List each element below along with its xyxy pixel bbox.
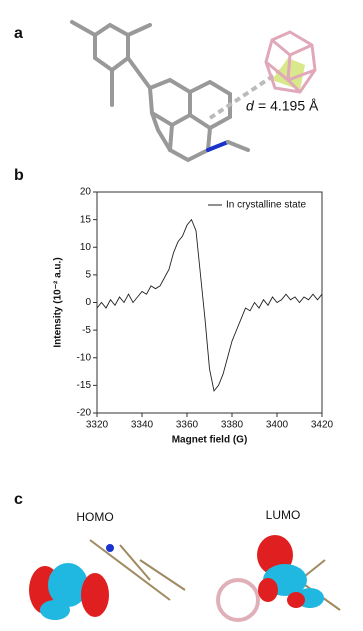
y-tick-label: 20 <box>80 187 92 198</box>
cage <box>266 32 315 92</box>
y-tick-label: -20 <box>77 408 92 419</box>
lumo-orbital <box>218 535 340 620</box>
y-axis-label: Intensity (10⁻² a.u.) <box>53 257 64 347</box>
legend-label: In crystalline state <box>226 200 306 211</box>
x-tick-label: 3360 <box>176 420 199 431</box>
figure: a d = 4.195 Å b -20 -15 -10 -5 0 5 10 15 20 3320 3… <box>0 0 363 631</box>
panel-label: a <box>14 25 23 42</box>
y-tick-label: 0 <box>85 297 91 308</box>
x-tick-label: 3380 <box>221 420 244 431</box>
spectrum-line <box>97 220 322 391</box>
x-axis-label: Magnet field (G) <box>172 435 248 446</box>
homo-label: HOMO <box>76 510 113 524</box>
panel-label: b <box>14 167 24 184</box>
y-tick-label: 5 <box>85 270 91 281</box>
x-tick-label: 3320 <box>86 420 109 431</box>
x-tick-label: 3400 <box>266 420 289 431</box>
y-tick-label: 10 <box>80 242 92 253</box>
distance-value: = 4.195 Å <box>258 98 319 114</box>
plot-frame <box>97 192 322 413</box>
y-tick-label: 15 <box>80 214 92 225</box>
y-tick-label: -10 <box>77 352 92 363</box>
y-tick-label: -15 <box>77 380 92 391</box>
distance-symbol: d <box>246 98 255 114</box>
chart: -20 -15 -10 -5 0 5 10 15 20 3320 3340 3360 3380 3400 3… <box>53 187 334 446</box>
x-tick-label: 3340 <box>131 420 154 431</box>
homo-orbital <box>29 540 185 620</box>
y-tick-label: -5 <box>82 325 91 336</box>
molecule <box>72 22 248 160</box>
panel-label: c <box>14 491 23 508</box>
x-tick-label: 3420 <box>311 420 334 431</box>
lumo-label: LUMO <box>266 508 301 522</box>
